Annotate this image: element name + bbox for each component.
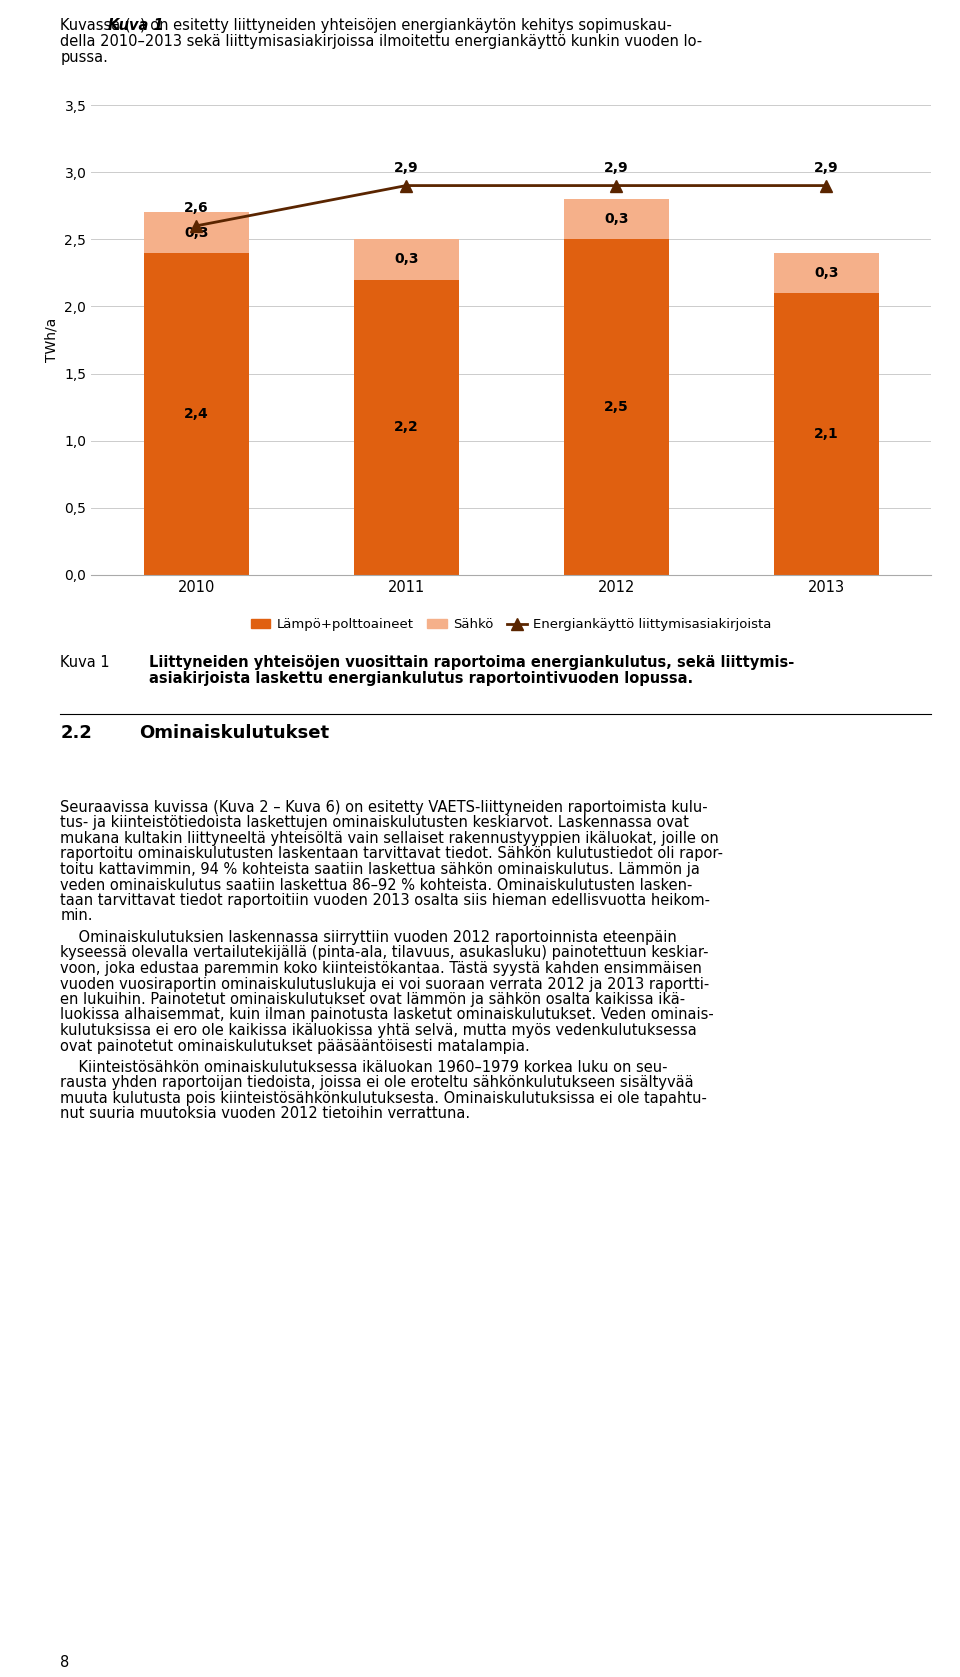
Text: 0,3: 0,3 [604,213,629,226]
Text: kyseessä olevalla vertailutekijällä (pinta-ala, tilavuus, asukasluku) painotettu: kyseessä olevalla vertailutekijällä (pin… [60,946,709,961]
Bar [774,293,878,575]
Text: 2,5: 2,5 [604,401,629,414]
Text: tus- ja kiinteistötiedoista laskettujen ominaiskulutusten keskiarvot. Laskennass: tus- ja kiinteistötiedoista laskettujen … [60,815,689,830]
Bar [353,280,459,575]
Text: 2,4: 2,4 [183,408,208,421]
Text: 0,3: 0,3 [184,226,208,240]
Text: 8: 8 [60,1655,70,1670]
Bar [564,240,669,575]
Text: 2,6: 2,6 [184,201,208,215]
Text: Ominaiskulutukset: Ominaiskulutukset [139,724,329,741]
Text: Kuva 1: Kuva 1 [60,656,110,671]
Text: voon, joka edustaa paremmin koko kiinteistökantaa. Tästä syystä kahden ensimmäis: voon, joka edustaa paremmin koko kiintei… [60,961,703,976]
Text: Seuraavissa kuvissa (Kuva 2 – Kuva 6) on esitetty VAETS-liittyneiden raportoimis: Seuraavissa kuvissa (Kuva 2 – Kuva 6) on… [60,800,708,815]
Text: 2,9: 2,9 [814,161,838,174]
Text: asiakirjoista laskettu energiankulutus raportointivuoden lopussa.: asiakirjoista laskettu energiankulutus r… [149,671,693,686]
Bar [144,253,249,575]
Text: taan tarvittavat tiedot raportoitiin vuoden 2013 osalta siis hieman edellisvuott: taan tarvittavat tiedot raportoitiin vuo… [60,892,710,907]
Text: 2.2: 2.2 [60,724,92,741]
Text: Kuva 1: Kuva 1 [108,18,163,34]
Text: Liittyneiden yhteisöjen vuosittain raportoima energiankulutus, sekä liittymis-: Liittyneiden yhteisöjen vuosittain rapor… [149,656,794,671]
Text: raportoitu ominaiskulutusten laskentaan tarvittavat tiedot. Sähkön kulutustiedot: raportoitu ominaiskulutusten laskentaan … [60,847,724,862]
Text: rausta yhden raportoijan tiedoista, joissa ei ole eroteltu sähkönkulutukseen sis: rausta yhden raportoijan tiedoista, jois… [60,1075,694,1090]
Text: vuoden vuosiraportin ominaiskulutuslukuja ei voi suoraan verrata 2012 ja 2013 ra: vuoden vuosiraportin ominaiskulutuslukuj… [60,976,709,991]
Text: 0,3: 0,3 [814,267,838,280]
Text: della 2010–2013 sekä liittymisasiakirjoissa ilmoitettu energiankäyttö kunkin vuo: della 2010–2013 sekä liittymisasiakirjoi… [60,34,703,49]
Text: toitu kattavimmin, 94 % kohteista saatiin laskettua sähkön ominaiskulutus. Lämmö: toitu kattavimmin, 94 % kohteista saatii… [60,862,701,877]
Text: 2,2: 2,2 [394,421,419,434]
Bar [353,240,459,280]
Bar [144,213,249,253]
Text: mukana kultakin liittyneeltä yhteisöltä vain sellaiset rakennustyyppien ikäluoka: mukana kultakin liittyneeltä yhteisöltä … [60,832,719,845]
Text: veden ominaiskulutus saatiin laskettua 86–92 % kohteista. Ominaiskulutusten lask: veden ominaiskulutus saatiin laskettua 8… [60,877,693,892]
Legend: Lämpö+polttoaineet, Sähkö, Energiankäyttö liittymisasiakirjoista: Lämpö+polttoaineet, Sähkö, Energiankäytt… [245,614,778,637]
Text: luokissa alhaisemmat, kuin ilman painotusta lasketut ominaiskulutukset. Veden om: luokissa alhaisemmat, kuin ilman painotu… [60,1008,714,1023]
Text: kulutuksissa ei ero ole kaikissa ikäluokissa yhtä selvä, mutta myös vedenkulutuk: kulutuksissa ei ero ole kaikissa ikäluok… [60,1023,697,1038]
Text: 2,9: 2,9 [604,161,629,174]
Y-axis label: TWh/a: TWh/a [45,319,59,362]
Bar [774,253,878,293]
Text: pussa.: pussa. [60,50,108,65]
Text: Ominaiskulutuksien laskennassa siirryttiin vuoden 2012 raportoinnista eteenpäin: Ominaiskulutuksien laskennassa siirrytti… [60,931,677,946]
Text: 2,9: 2,9 [394,161,419,174]
Text: en lukuihin. Painotetut ominaiskulutukset ovat lämmön ja sähkön osalta kaikissa : en lukuihin. Painotetut ominaiskulutukse… [60,993,685,1006]
Text: Kuvassa (: Kuvassa ( [60,18,132,34]
Text: ovat painotetut ominaiskulutukset pääsääntöisesti matalampia.: ovat painotetut ominaiskulutukset pääsää… [60,1038,530,1053]
Text: Kiinteistösähkön ominaiskulutuksessa ikäluokan 1960–1979 korkea luku on seu-: Kiinteistösähkön ominaiskulutuksessa ikä… [60,1060,668,1075]
Text: ) on esitetty liittyneiden yhteisöjen energiankäytön kehitys sopimuskau-: ) on esitetty liittyneiden yhteisöjen en… [139,18,672,34]
Text: 0,3: 0,3 [394,253,419,267]
Text: min.: min. [60,909,93,924]
Bar [564,200,669,240]
Text: nut suuria muutoksia vuoden 2012 tietoihin verrattuna.: nut suuria muutoksia vuoden 2012 tietoih… [60,1107,470,1122]
Text: muuta kulutusta pois kiinteistösähkönkulutuksesta. Ominaiskulutuksissa ei ole ta: muuta kulutusta pois kiinteistösähkönkul… [60,1092,708,1107]
Text: 2,1: 2,1 [814,428,839,441]
